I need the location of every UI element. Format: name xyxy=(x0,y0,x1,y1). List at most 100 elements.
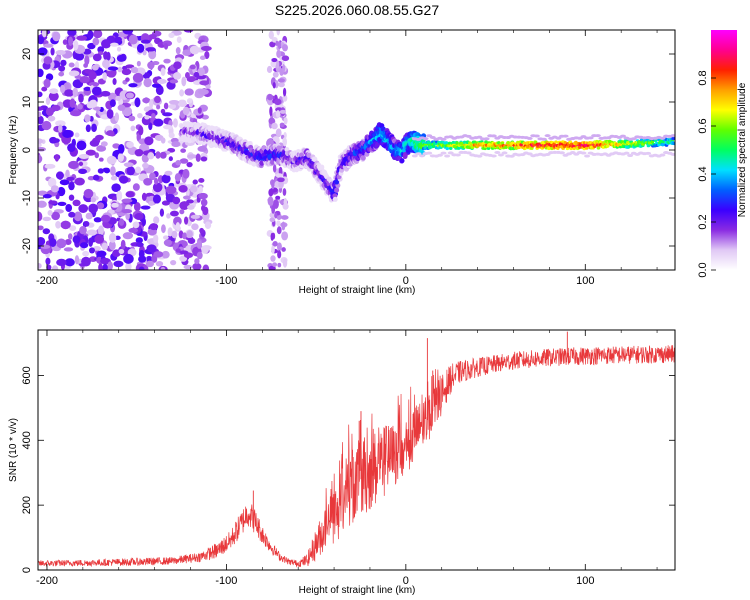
heatmap-cell xyxy=(38,154,43,164)
heatmap-cell xyxy=(175,248,181,253)
heatmap-cell xyxy=(445,146,450,151)
spectrogram-ytick-label: 20 xyxy=(21,48,33,60)
heatmap-cell xyxy=(194,258,200,265)
heatmap-cell xyxy=(47,177,57,188)
heatmap-cell xyxy=(134,149,144,157)
spectrogram-ytick-label: -10 xyxy=(21,190,33,206)
heatmap-cell xyxy=(143,77,152,88)
heatmap-cell xyxy=(149,172,156,181)
heatmap-cell xyxy=(200,245,210,254)
heatmap-cell xyxy=(504,145,508,149)
heatmap-cell xyxy=(269,217,276,223)
heatmap-cell xyxy=(162,112,173,117)
heatmap-cell xyxy=(98,263,103,270)
heatmap-cell xyxy=(269,41,276,48)
heatmap-cell xyxy=(332,196,338,202)
heatmap-cell xyxy=(68,36,74,47)
heatmap-cell xyxy=(281,221,286,231)
heatmap-cell xyxy=(171,230,178,239)
heatmap-cell xyxy=(91,86,102,96)
snr-xlabel: Height of straight line (km) xyxy=(299,585,416,596)
heatmap-cell xyxy=(279,122,285,128)
heatmap-cell xyxy=(83,188,94,199)
heatmap-cell xyxy=(594,134,601,138)
heatmap-cell xyxy=(199,227,205,234)
heatmap-cell xyxy=(162,235,169,240)
heatmap-cell xyxy=(456,146,461,150)
heatmap-cell xyxy=(267,154,273,160)
heatmap-cell xyxy=(175,222,181,231)
heatmap-cell xyxy=(623,151,630,155)
heatmap-cell xyxy=(170,260,177,266)
snr-frame xyxy=(37,329,676,571)
spectrogram-xlabel: Height of straight line (km) xyxy=(299,285,416,296)
heatmap-cell xyxy=(426,141,431,145)
heatmap-cell xyxy=(272,199,279,209)
heatmap-cell xyxy=(125,77,130,82)
heatmap-cell xyxy=(282,188,287,196)
heatmap-cell xyxy=(281,231,289,241)
heatmap-cell xyxy=(272,240,278,247)
heatmap-cell xyxy=(100,214,111,223)
heatmap-cell xyxy=(271,179,275,190)
heatmap-cell xyxy=(282,63,286,73)
heatmap-cell xyxy=(186,161,193,168)
heatmap-cell xyxy=(283,198,288,207)
heatmap-cell xyxy=(547,146,551,151)
heatmap-cell xyxy=(278,180,284,189)
heatmap-cell xyxy=(110,42,119,47)
heatmap-cell xyxy=(126,141,134,149)
heatmap-cell xyxy=(199,80,210,86)
heatmap-cell xyxy=(276,242,282,252)
heatmap-cell xyxy=(465,151,472,155)
heatmap-cell xyxy=(94,152,100,159)
heatmap-cell xyxy=(74,132,80,138)
spectrogram-ylabel: Frequency (Hz) xyxy=(8,116,19,185)
colorbar-label: Normalized spectral amplitude xyxy=(737,82,748,217)
heatmap-cell xyxy=(276,226,282,235)
heatmap-cell xyxy=(141,153,149,163)
heatmap-cell xyxy=(146,244,157,253)
heatmap-cell xyxy=(544,152,551,156)
snr-ytick-label: 400 xyxy=(21,431,33,449)
heatmap-cell xyxy=(171,141,181,148)
heatmap-cell xyxy=(360,155,366,161)
heatmap-cell xyxy=(60,220,71,230)
heatmap-cell xyxy=(519,143,523,147)
heatmap-cell xyxy=(81,256,91,267)
heatmap-cell xyxy=(88,71,97,80)
heatmap-cell xyxy=(269,212,276,219)
heatmap-cell xyxy=(78,161,84,167)
heatmap-cell xyxy=(451,140,456,145)
heatmap-cell xyxy=(399,158,405,164)
heatmap-cell xyxy=(96,202,105,210)
heatmap-cell xyxy=(145,47,156,52)
heatmap-cell xyxy=(78,93,84,103)
heatmap-cell xyxy=(44,163,56,169)
heatmap-cell xyxy=(72,199,81,207)
heatmap-cell xyxy=(41,30,47,38)
heatmap-cell xyxy=(277,78,285,83)
heatmap-cell xyxy=(454,153,461,157)
heatmap-cell xyxy=(122,232,134,240)
heatmap-cell xyxy=(108,232,117,243)
heatmap-cell xyxy=(68,194,75,201)
heatmap-cell xyxy=(109,166,116,176)
heatmap-cell xyxy=(56,258,67,267)
heatmap-cell xyxy=(100,90,111,97)
heatmap-cell xyxy=(486,146,491,150)
heatmap-cell xyxy=(431,144,436,148)
heatmap-cell xyxy=(46,264,52,270)
heatmap-cell xyxy=(68,70,80,77)
heatmap-cell xyxy=(102,263,108,270)
heatmap-cell xyxy=(452,144,457,149)
snr-ytick-label: 0 xyxy=(21,567,33,573)
heatmap-cell xyxy=(88,203,99,214)
heatmap-cell xyxy=(126,166,135,176)
heatmap-cell xyxy=(142,49,147,56)
heatmap-cell xyxy=(140,39,151,44)
heatmap-cell xyxy=(283,117,288,125)
heatmap-cell xyxy=(110,175,118,181)
snr-ytick-label: 200 xyxy=(21,496,33,514)
